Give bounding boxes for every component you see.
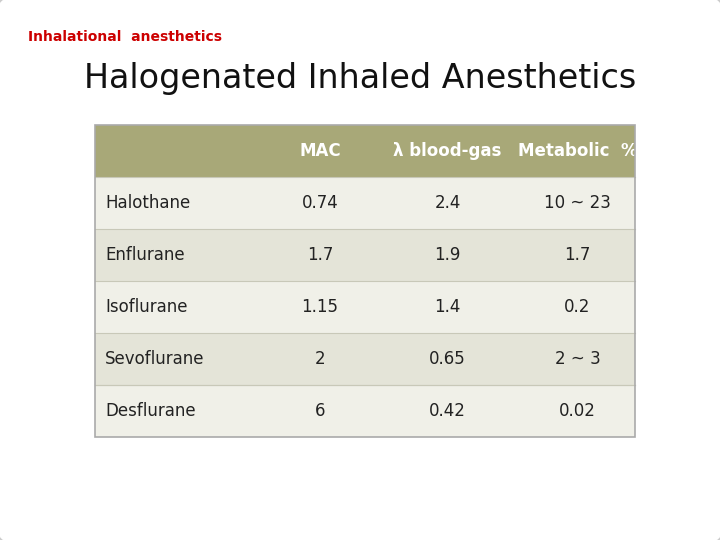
Text: Desflurane: Desflurane: [105, 402, 196, 420]
Text: 1.15: 1.15: [302, 298, 338, 316]
Text: 10 ~ 23: 10 ~ 23: [544, 194, 611, 212]
Text: Enflurane: Enflurane: [105, 246, 184, 264]
Text: 0.2: 0.2: [564, 298, 590, 316]
Text: λ blood-gas: λ blood-gas: [393, 142, 502, 160]
Bar: [95, 125, 635, 437]
Text: 1.7: 1.7: [564, 246, 590, 264]
Bar: [95, 385, 635, 437]
Text: 0.74: 0.74: [302, 194, 338, 212]
Text: MAC: MAC: [300, 142, 341, 160]
Text: 6: 6: [315, 402, 325, 420]
Text: Inhalational  anesthetics: Inhalational anesthetics: [28, 30, 222, 44]
Text: 2: 2: [315, 350, 325, 368]
Text: 0.65: 0.65: [429, 350, 466, 368]
Text: Isoflurane: Isoflurane: [105, 298, 187, 316]
Text: 1.7: 1.7: [307, 246, 333, 264]
Text: Metabolic  %: Metabolic %: [518, 142, 637, 160]
Text: 2 ~ 3: 2 ~ 3: [554, 350, 600, 368]
Text: Halogenated Inhaled Anesthetics: Halogenated Inhaled Anesthetics: [84, 62, 636, 95]
Text: Halothane: Halothane: [105, 194, 190, 212]
Text: 0.42: 0.42: [429, 402, 466, 420]
Bar: [95, 333, 635, 385]
Text: Sevoflurane: Sevoflurane: [105, 350, 204, 368]
Text: 1.9: 1.9: [434, 246, 461, 264]
Bar: [95, 177, 635, 229]
Bar: [95, 229, 635, 281]
Text: 1.4: 1.4: [434, 298, 461, 316]
Text: 0.02: 0.02: [559, 402, 596, 420]
Bar: [95, 125, 635, 177]
Bar: [95, 281, 635, 333]
Text: 2.4: 2.4: [434, 194, 461, 212]
